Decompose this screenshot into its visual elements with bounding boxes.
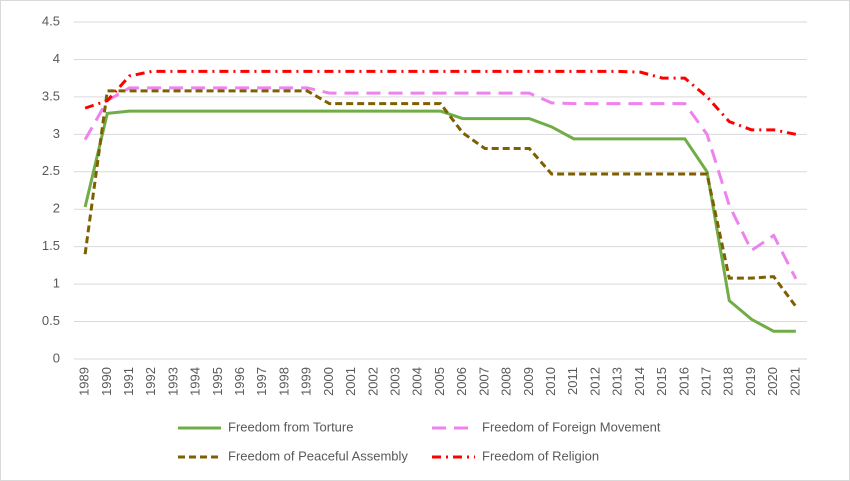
x-tick-label: 2005 [432,367,447,396]
y-tick-label: 2.5 [42,163,60,178]
x-tick-label: 1998 [276,367,291,396]
x-tick-label: 1989 [77,367,92,396]
x-tick-label: 2004 [410,367,425,396]
y-tick-label: 0.5 [42,313,60,328]
y-tick-label: 2 [53,201,60,216]
y-tick-label: 1 [53,276,60,291]
legend-label: Freedom of Foreign Movement [482,419,661,434]
x-tick-label: 2013 [610,367,625,396]
y-tick-label: 3.5 [42,88,60,103]
y-tick-label: 3 [53,126,60,141]
x-tick-label: 2021 [787,367,802,396]
x-tick-label: 2002 [365,367,380,396]
x-tick-label: 2012 [587,367,602,396]
x-tick-label: 1999 [299,367,314,396]
x-tick-label: 2000 [321,367,336,396]
x-tick-label: 2020 [765,367,780,396]
x-tick-label: 1993 [165,367,180,396]
legend-label: Freedom of Peaceful Assembly [228,448,408,463]
x-tick-label: 2018 [721,367,736,396]
x-tick-label: 2003 [388,367,403,396]
x-tick-label: 1996 [232,367,247,396]
x-tick-label: 2006 [454,367,469,396]
x-tick-label: 2010 [543,367,558,396]
series-line [84,69,797,136]
x-tick-label: 2007 [476,367,491,396]
x-tick-label: 1994 [188,367,203,396]
y-tick-label: 0 [53,350,60,365]
x-tick-label: 1991 [121,367,136,396]
y-tick-label: 4.5 [42,13,60,28]
x-tick-label: 2019 [743,367,758,396]
x-tick-label: 2001 [343,367,358,396]
x-tick-label: 2015 [654,367,669,396]
x-tick-label: 2009 [521,367,536,396]
series-line [83,89,798,308]
x-tick-label: 1997 [254,367,269,396]
legend-label: Freedom of Religion [482,448,599,463]
x-tick-label: 2016 [676,367,691,396]
x-tick-label: 2008 [499,367,514,396]
x-tick-label: 1992 [143,367,158,396]
series-line [83,109,796,333]
legend-label: Freedom from Torture [228,419,353,434]
y-tick-label: 1.5 [42,238,60,253]
x-tick-label: 1995 [210,367,225,396]
x-tick-label: 2011 [565,367,580,395]
x-tick-label: 2014 [632,367,647,396]
y-tick-label: 4 [53,51,60,66]
series-line [83,86,798,280]
x-tick-label: 2017 [698,367,713,396]
x-tick-label: 1990 [99,367,114,396]
